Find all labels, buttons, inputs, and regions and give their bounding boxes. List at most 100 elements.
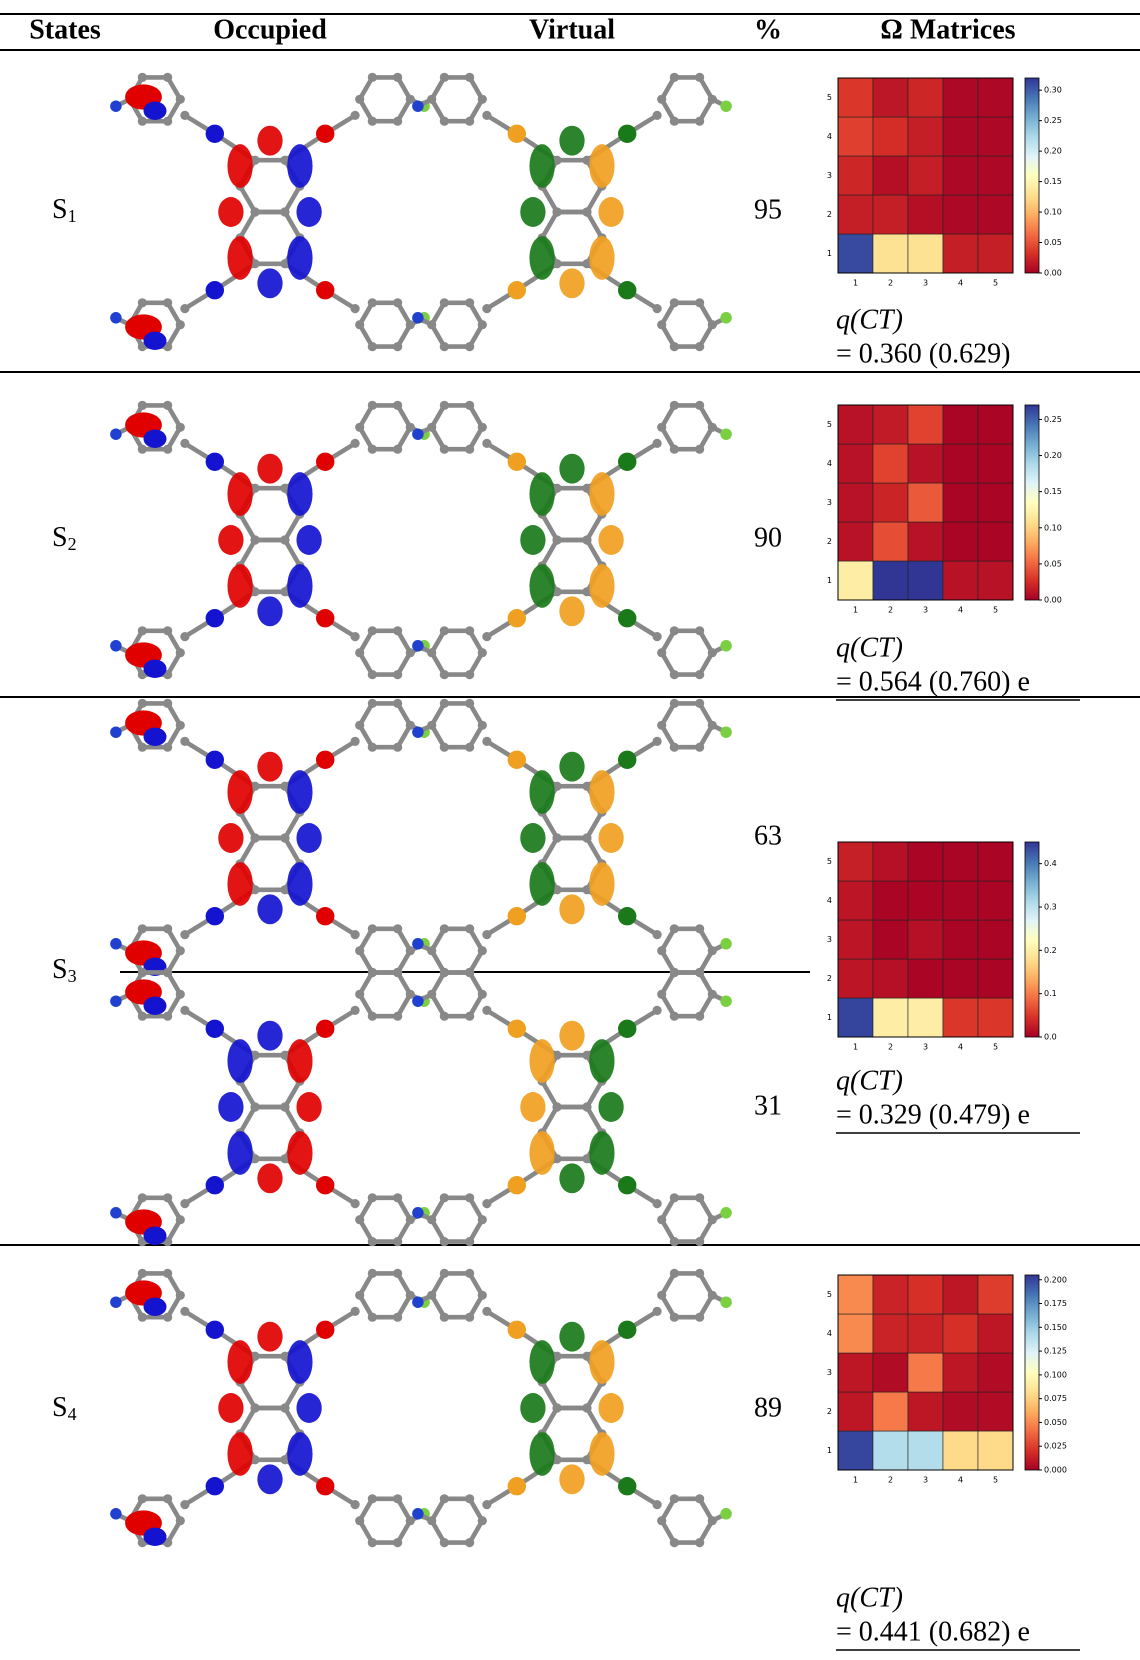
orbital-lobe (508, 1020, 526, 1038)
heatmap-cell (943, 117, 978, 156)
atom (440, 968, 449, 977)
atom (176, 1215, 185, 1224)
heatmap-cell (943, 444, 978, 483)
atom (351, 439, 360, 448)
atom (482, 1307, 491, 1316)
orbital-lobe (316, 1477, 334, 1495)
atom (670, 743, 679, 752)
colorbar-tick-label: 0.4 (1044, 859, 1057, 868)
colorbar-tick-label: 0.25 (1044, 116, 1062, 125)
orbital-lobe (508, 125, 526, 143)
atom (582, 1102, 591, 1111)
heatmap-cell (978, 920, 1013, 959)
atom (180, 1006, 189, 1015)
atom (653, 1500, 662, 1509)
atom (393, 743, 402, 752)
molecule (412, 73, 732, 351)
x-tick-label: 1 (853, 1476, 858, 1485)
heatmap-cell (943, 1431, 978, 1470)
atom (393, 968, 402, 977)
atom (653, 632, 662, 641)
heatmap-cell (873, 117, 908, 156)
atom (355, 946, 364, 955)
atom (412, 1296, 424, 1308)
atom (180, 111, 189, 120)
y-tick-label: 1 (827, 576, 832, 585)
atom (440, 670, 449, 679)
atom (695, 298, 704, 307)
atom (440, 117, 449, 126)
atom (465, 1012, 474, 1021)
atom (552, 833, 561, 842)
atom (552, 1403, 561, 1412)
atom (482, 632, 491, 641)
q-value: = 0.564 (0.760) e (836, 666, 1030, 697)
atom (368, 1269, 377, 1278)
colorbar-tick-label: 0.05 (1044, 238, 1062, 247)
atom (670, 670, 679, 679)
y-tick-label: 4 (827, 1329, 832, 1338)
atom (465, 626, 474, 635)
orbital-lobe (598, 823, 623, 853)
colorbar-tick-label: 0.075 (1044, 1394, 1067, 1403)
x-tick-label: 1 (853, 279, 858, 288)
y-tick-label: 2 (827, 537, 832, 546)
heatmap-cell (978, 998, 1013, 1037)
state-name: S (52, 522, 68, 553)
x-tick-label: 2 (888, 279, 893, 288)
atom (355, 990, 364, 999)
orbital-lobe (287, 770, 312, 814)
orbital-lobe (227, 564, 252, 608)
atom (412, 100, 424, 112)
molecule (110, 968, 430, 1246)
orbital-lobe (520, 823, 545, 853)
heatmap-cell (908, 1392, 943, 1431)
orbital-lobe (257, 752, 282, 782)
atom (482, 737, 491, 746)
atom (478, 1215, 487, 1224)
orbital-lobe (206, 751, 224, 769)
heatmap-cell (873, 1353, 908, 1392)
state-name: S (52, 1392, 68, 1423)
atom (176, 946, 185, 955)
orbital-lobe (144, 1227, 167, 1245)
orbital-lobe (144, 728, 167, 746)
heatmap-cell (908, 1431, 943, 1470)
atom (478, 1516, 487, 1525)
heatmap-cell (978, 405, 1013, 444)
orbital-lobe (589, 1039, 614, 1083)
atom (440, 743, 449, 752)
atom (695, 699, 704, 708)
atom (478, 721, 487, 730)
atom (250, 207, 259, 216)
atom (465, 401, 474, 410)
heatmap-cell (873, 1431, 908, 1470)
header: Ω Matrices (880, 14, 1015, 45)
atom (657, 423, 666, 432)
atom (355, 648, 364, 657)
orbital-lobe (589, 144, 614, 188)
atom (110, 640, 122, 652)
molecule (110, 73, 430, 351)
atom (110, 1508, 122, 1520)
colorbar (1025, 842, 1039, 1037)
atom (440, 626, 449, 635)
x-tick-label: 4 (958, 279, 963, 288)
atom (412, 312, 424, 324)
atom (670, 73, 679, 82)
x-tick-label: 5 (993, 606, 998, 615)
colorbar-tick-label: 0.10 (1044, 208, 1062, 217)
atom (412, 1508, 424, 1520)
atom (720, 428, 732, 440)
colorbar-tick-label: 0.2 (1044, 946, 1057, 955)
atom (138, 1012, 147, 1021)
heatmap-cell (908, 234, 943, 273)
y-tick-label: 5 (827, 1290, 832, 1299)
atom (482, 930, 491, 939)
colorbar-tick-label: 0.175 (1044, 1299, 1067, 1308)
orbital-lobe (144, 332, 167, 350)
atom (163, 401, 172, 410)
orbital-lobe (218, 823, 243, 853)
y-tick-label: 4 (827, 896, 832, 905)
atom (465, 670, 474, 679)
